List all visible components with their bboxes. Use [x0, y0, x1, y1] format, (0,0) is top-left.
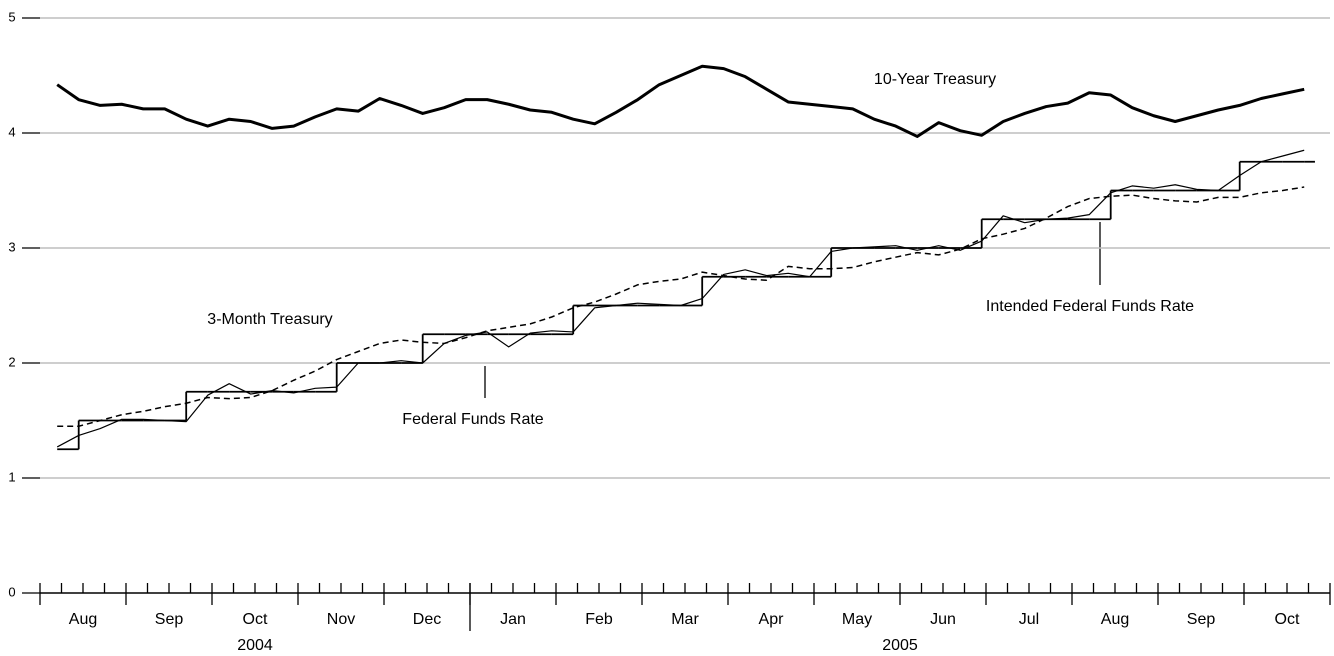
y-tick-label: 1 — [8, 469, 15, 484]
x-tick-label: Dec — [413, 611, 441, 628]
year-label: 2004 — [237, 637, 273, 654]
series-line — [56, 64, 1305, 138]
series-line — [57, 186, 1305, 427]
x-tick-label: Sep — [155, 611, 184, 628]
x-tick-label: Aug — [1101, 611, 1129, 628]
x-tick-label: Apr — [759, 611, 785, 628]
series-label: 10-Year Treasury — [874, 71, 996, 88]
x-tick-label: May — [842, 611, 872, 628]
x-tick-label: Jul — [1019, 611, 1039, 628]
y-tick-label: 3 — [8, 239, 15, 254]
year-label: 2005 — [882, 637, 918, 654]
x-tick-label: Mar — [671, 611, 699, 628]
x-tick-label: Nov — [327, 611, 355, 628]
x-tick-label: Aug — [69, 611, 97, 628]
x-tick-label: Jun — [930, 611, 956, 628]
y-tick-label: 4 — [8, 124, 15, 139]
series-label: Intended Federal Funds Rate — [986, 298, 1194, 315]
series-label: Federal Funds Rate — [402, 411, 544, 428]
x-tick-label: Sep — [1187, 611, 1216, 628]
y-tick-label: 0 — [8, 584, 15, 599]
x-tick-label: Jan — [500, 611, 526, 628]
y-tick-label: 5 — [8, 9, 15, 24]
series-label: 3-Month Treasury — [207, 311, 332, 328]
x-tick-label: Oct — [243, 611, 268, 628]
y-tick-label: 2 — [8, 354, 15, 369]
x-tick-label: Feb — [585, 611, 613, 628]
x-tick-label: Oct — [1275, 611, 1300, 628]
